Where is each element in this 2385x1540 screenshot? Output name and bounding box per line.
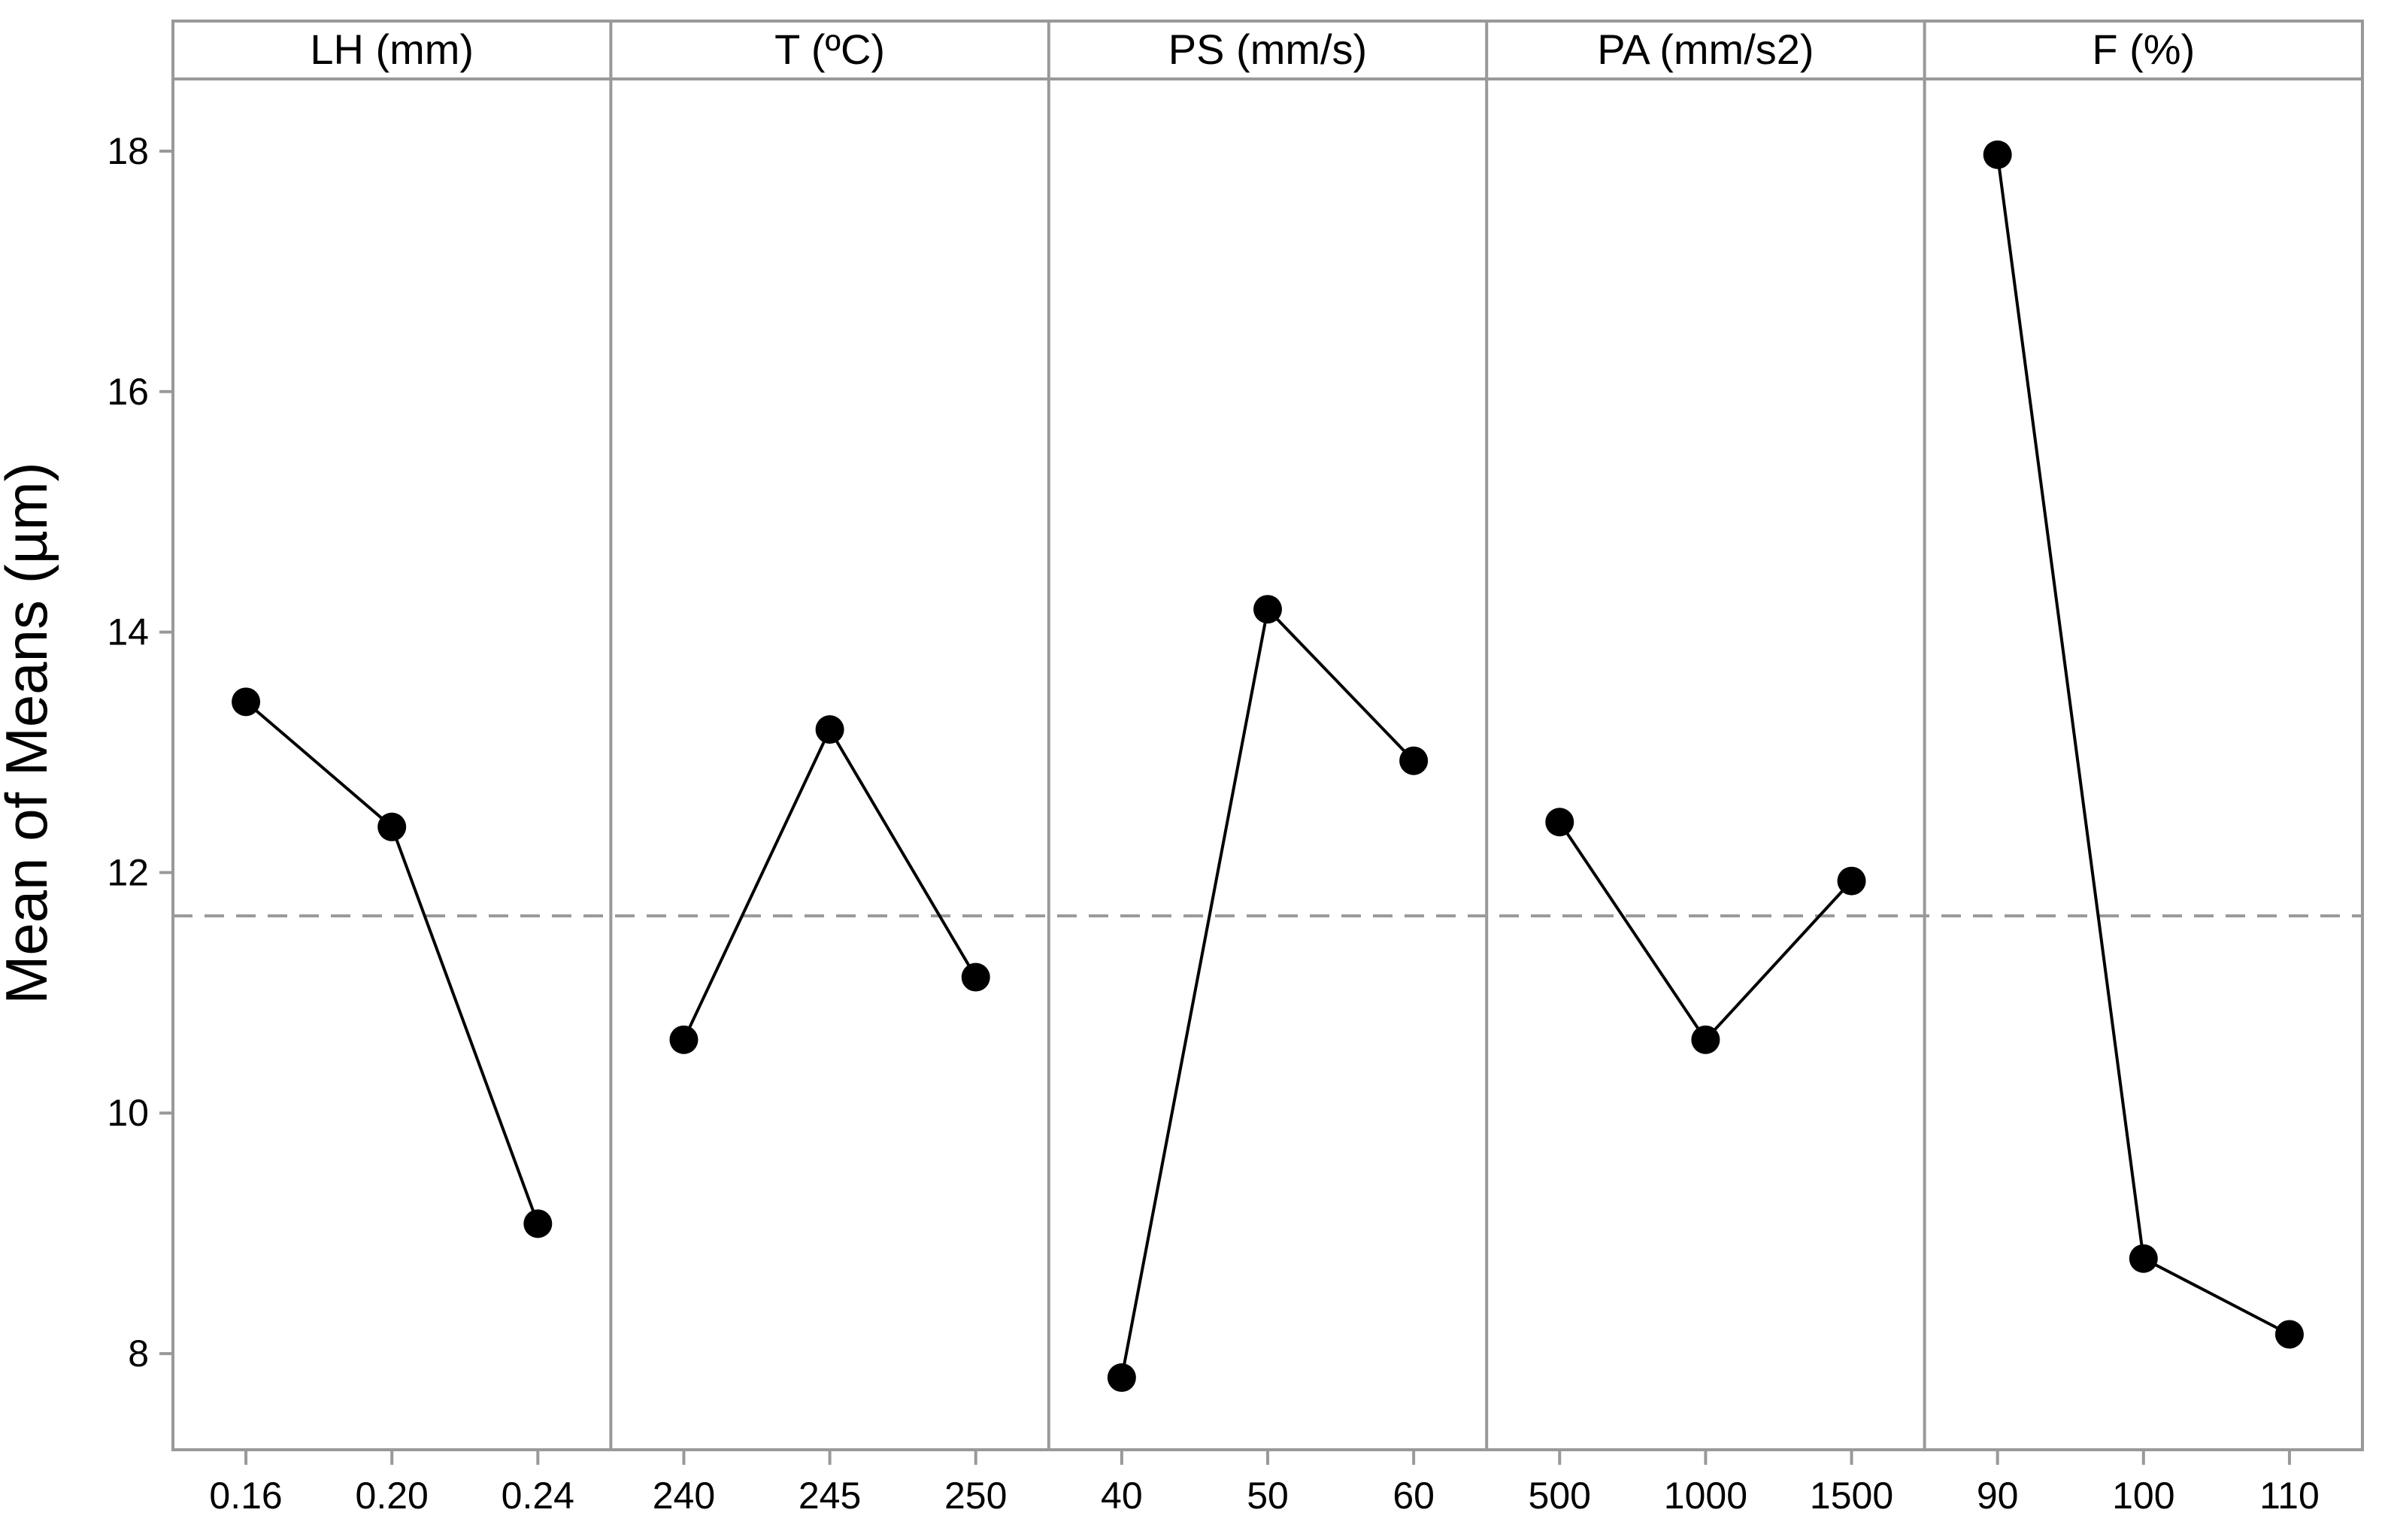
panel-0: LH (mm) 0.16 0.20 0.24 (209, 26, 574, 1517)
data-point (961, 962, 990, 992)
x-tick-label: 500 (1529, 1475, 1591, 1517)
x-tick-label: 40 (1101, 1475, 1143, 1517)
y-axis-label: Mean of Means (µm) (0, 462, 59, 1004)
x-tick-label: 60 (1393, 1475, 1435, 1517)
series-line (682, 726, 977, 1041)
data-point (1545, 808, 1574, 837)
y-tick-label: 8 (128, 1332, 149, 1375)
x-tick-label: 90 (1977, 1475, 2019, 1517)
x-tick-label: 0.20 (356, 1475, 429, 1517)
panel-title: PA (mm/s2) (1597, 26, 1814, 73)
data-point (377, 812, 407, 841)
y-tick-label: 12 (107, 851, 149, 893)
y-tick-label: 10 (107, 1092, 149, 1134)
x-tick-label: 100 (2112, 1475, 2174, 1517)
series-line (244, 700, 540, 1225)
panels: LH (mm) 0.16 0.20 0.24 T (ºC) 240 245 250 PS (mm… (209, 26, 2319, 1517)
x-tick-label: 240 (653, 1475, 715, 1517)
x-tick-label: 245 (799, 1475, 861, 1517)
data-point (2274, 1320, 2304, 1349)
series-line (1996, 154, 2290, 1336)
data-point (1253, 595, 1282, 624)
data-point (1399, 746, 1429, 775)
data-point (2129, 1244, 2158, 1273)
x-tick-label: 0.16 (209, 1475, 282, 1517)
x-tick-label: 50 (1247, 1475, 1289, 1517)
panel-3: PA (mm/s2) 500 1000 1500 (1529, 26, 1894, 1517)
data-point (1837, 866, 1866, 896)
data-point (1983, 140, 2012, 169)
x-tick-label: 1000 (1664, 1475, 1747, 1517)
x-tick-label: 1500 (1810, 1475, 1893, 1517)
data-point (232, 687, 261, 717)
panel-1: T (ºC) 240 245 250 (653, 26, 1008, 1517)
x-tick-label: 0.24 (502, 1475, 574, 1517)
data-point (669, 1025, 699, 1054)
data-point (815, 715, 844, 744)
y-tick-label: 14 (107, 611, 149, 653)
data-point (1691, 1025, 1720, 1054)
series-line (1558, 821, 1853, 1042)
panel-title: PS (mm/s) (1168, 26, 1367, 73)
panel-4: F (%) 90 100 110 (1977, 26, 2320, 1517)
panel-2: PS (mm/s) 40 50 60 (1101, 26, 1435, 1517)
panel-title: F (%) (2092, 26, 2195, 73)
plot-border (171, 20, 2364, 1451)
plot-frame (171, 20, 2364, 1451)
y-axis: 8 10 12 14 16 18 (107, 130, 173, 1375)
data-point (523, 1209, 553, 1238)
panel-title: T (ºC) (774, 26, 885, 73)
x-tick-label: 110 (2259, 1475, 2320, 1517)
y-tick-label: 18 (107, 130, 149, 172)
panel-title: LH (mm) (310, 26, 474, 73)
y-tick-label: 16 (107, 371, 149, 413)
series-line (1120, 606, 1415, 1378)
data-point (1107, 1363, 1136, 1393)
x-tick-label: 250 (944, 1475, 1007, 1517)
